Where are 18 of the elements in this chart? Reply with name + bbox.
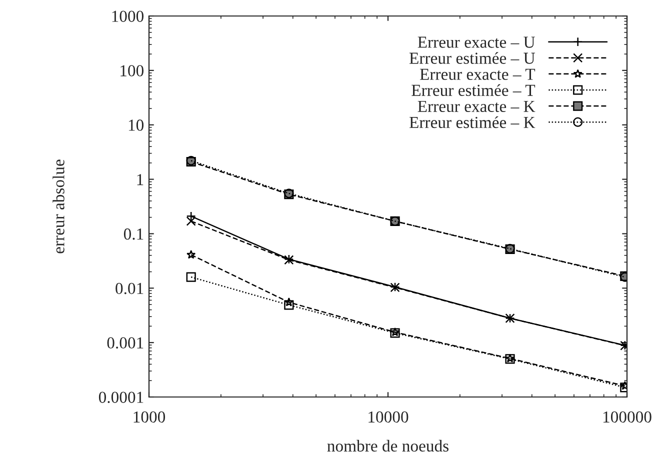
legend-label: Erreur exacte – T bbox=[420, 68, 536, 80]
y-axis-title: erreur absolue bbox=[52, 160, 64, 254]
x-tick-label: 100000 bbox=[603, 411, 652, 423]
y-tick-label: 0.001 bbox=[107, 337, 144, 349]
legend-label: Erreur estimée – T bbox=[412, 84, 536, 96]
legend-label: Erreur estimée – U bbox=[409, 52, 535, 64]
legend-label: Erreur exacte – K bbox=[418, 100, 536, 112]
y-tick-label: 0.1 bbox=[124, 228, 144, 240]
x-tick-label: 10000 bbox=[368, 411, 408, 423]
y-tick-label: 0.0001 bbox=[98, 392, 144, 404]
y-tick-label: 0.01 bbox=[116, 282, 144, 294]
y-tick-label: 1 bbox=[137, 174, 144, 186]
legend-label: Erreur exacte – U bbox=[418, 36, 535, 48]
y-tick-label: 100 bbox=[120, 65, 144, 76]
x-axis-title: nombre de noeuds bbox=[327, 440, 448, 452]
y-tick-label: 1000 bbox=[112, 10, 144, 22]
y-tick-label: 10 bbox=[128, 120, 144, 131]
legend-label: Erreur estimée – K bbox=[409, 116, 536, 128]
